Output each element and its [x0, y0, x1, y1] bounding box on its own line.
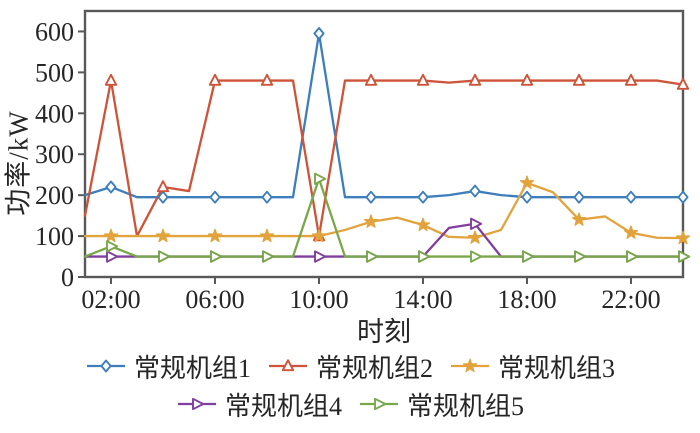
svg-text:06:00: 06:00 [185, 285, 244, 314]
legend-label-unit4: 常规机组4 [224, 391, 342, 421]
legend: 常规机组1 常规机组2 常规机组3 常规机组4 常规机组5 [0, 347, 700, 423]
legend-label-unit3: 常规机组3 [498, 353, 616, 383]
svg-text:300: 300 [35, 140, 74, 169]
legend-line-triangle-right-icon [360, 397, 398, 411]
legend-item-unit3: 常规机组3 [449, 348, 615, 385]
legend-label-unit5: 常规机组5 [407, 391, 525, 421]
svg-text:100: 100 [35, 222, 74, 251]
legend-item-unit2: 常规机组2 [267, 348, 433, 385]
legend-label-unit2: 常规机组2 [315, 353, 433, 383]
legend-line-triangle-icon [268, 359, 307, 372]
x-axis-title: 时刻 [357, 317, 411, 347]
legend-label-unit1: 常规机组1 [133, 353, 251, 383]
legend-item-unit4: 常规机组4 [176, 386, 342, 423]
legend-row-2: 常规机组4 常规机组5 [0, 385, 700, 423]
svg-text:18:00: 18:00 [497, 285, 556, 314]
legend-item-unit1: 常规机组1 [85, 348, 251, 385]
svg-text:600: 600 [35, 17, 74, 46]
legend-line-triangle-right-icon [177, 397, 216, 411]
legend-line-diamond-icon [86, 359, 125, 373]
legend-row-1: 常规机组1 常规机组2 常规机组3 [0, 347, 700, 385]
svg-text:500: 500 [35, 58, 74, 87]
y-axis-title: 功率/kW [3, 110, 34, 216]
svg-text:200: 200 [35, 181, 74, 210]
line-chart-plot: 0 100 200 300 400 500 600 02:00 06:00 10:00 14:00 1… [35, 9, 691, 314]
legend-item-unit5: 常规机组5 [358, 386, 524, 423]
svg-text:14:00: 14:00 [393, 285, 452, 314]
svg-text:22:00: 22:00 [601, 285, 660, 314]
legend-line-star-icon [451, 358, 489, 373]
svg-text:400: 400 [35, 99, 74, 128]
svg-text:0: 0 [61, 263, 74, 292]
svg-text:02:00: 02:00 [81, 285, 140, 314]
svg-text:10:00: 10:00 [289, 285, 348, 314]
